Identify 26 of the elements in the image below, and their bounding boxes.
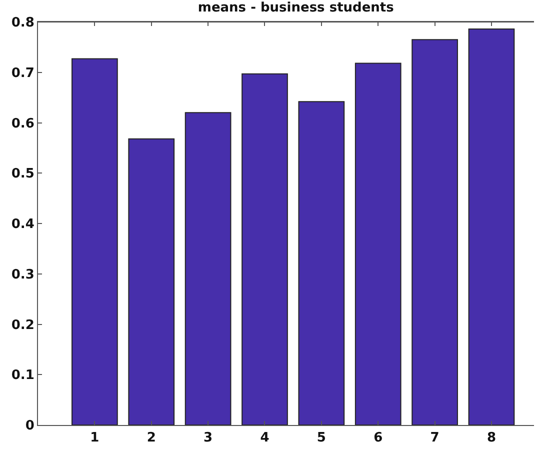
- y-tick-label: 0.5: [11, 166, 34, 182]
- bar: [468, 28, 515, 425]
- bar: [184, 112, 232, 425]
- bar: [242, 73, 288, 425]
- x-tick-label: 6: [374, 430, 383, 446]
- y-tick-label: 0.1: [11, 368, 34, 384]
- y-tick-label: 0.3: [11, 267, 34, 282]
- y-tick-label: 0.2: [11, 318, 34, 333]
- bar: [128, 138, 175, 425]
- x-tick-label: 4: [260, 430, 270, 446]
- bar: [298, 101, 345, 425]
- y-tick-label: 0.4: [11, 217, 34, 232]
- x-tick-label: 3: [204, 430, 213, 446]
- bar: [354, 62, 402, 425]
- x-tick-label: 8: [486, 430, 496, 446]
- x-tick-label: 1: [90, 430, 100, 446]
- x-tick-label: 5: [316, 430, 326, 446]
- y-tick-label: 0.6: [11, 116, 34, 132]
- y-tick-label: 0: [25, 418, 34, 434]
- bar: [72, 58, 118, 425]
- chart-title: means - business students: [198, 0, 394, 16]
- x-tick-label: 7: [430, 430, 440, 446]
- y-tick-label: 0.8: [11, 16, 34, 31]
- x-tick-label: 2: [146, 430, 156, 446]
- bar: [412, 39, 458, 425]
- y-tick-label: 0.7: [11, 66, 34, 81]
